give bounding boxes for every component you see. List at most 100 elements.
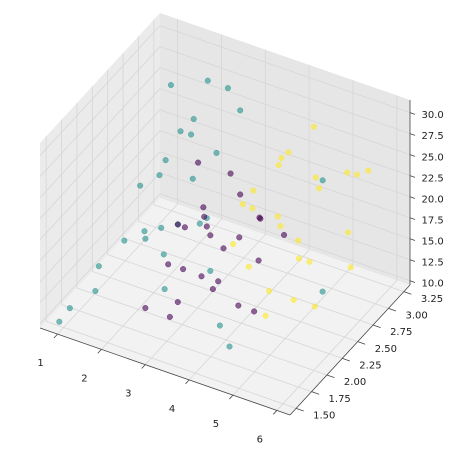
x-tick-label: 1 [37,358,43,369]
grid-line [276,280,398,411]
point [224,85,231,92]
y-tick-label: 1.75 [329,394,351,405]
grid-line [159,25,411,113]
tick-mark [372,324,381,328]
point [216,322,223,329]
grid-line [39,151,161,283]
grid-line [39,67,161,198]
tick-mark [53,333,58,339]
point [365,167,372,174]
tick-mark [229,394,234,400]
tick-mark [311,391,320,395]
x-tick-label: 5 [213,419,219,430]
z-tick-label: 15.0 [422,236,444,247]
point [162,157,169,164]
grid-line [39,130,161,261]
point [345,229,352,236]
point [95,263,102,270]
point [141,228,148,235]
point [181,224,188,231]
tick-mark [403,291,412,295]
point [137,182,144,189]
grid-line [39,25,161,156]
point [257,215,264,222]
point [215,278,222,285]
grid-line [188,249,310,381]
point [203,223,210,230]
point [237,107,244,114]
point [310,123,317,130]
z-tick-label: 22.5 [422,173,444,184]
pane-floor [40,198,410,415]
point [266,287,273,295]
tick-mark [357,341,366,345]
tick-mark [185,379,190,385]
tick-mark [388,307,397,312]
point [160,251,167,258]
point [255,257,262,264]
z-tick-label: 27.5 [422,131,444,142]
tick-mark [409,196,416,199]
point [278,154,285,162]
point [213,149,220,157]
grid-line [159,88,411,177]
point [207,232,214,239]
tick-mark [326,374,335,378]
tick-mark [409,259,416,262]
point [142,304,149,312]
tick-mark [272,410,278,415]
grid-line [39,109,161,240]
point [237,191,244,198]
point [277,223,284,230]
tick-mark [296,407,304,412]
point [311,303,318,310]
tick-mark [409,112,416,115]
grid-line [92,270,343,359]
point [167,82,174,89]
point [189,175,196,182]
point [201,213,208,220]
grid-line [138,220,389,309]
x-tick-label: 3 [125,389,131,400]
point [290,296,297,303]
y-tick-label: 2.75 [390,327,412,338]
point [204,77,211,84]
point [165,261,172,268]
x-tick-label: 6 [257,434,263,445]
point [207,267,214,274]
point [306,258,313,265]
point [220,245,227,252]
point [166,313,173,320]
point [319,288,326,295]
point [249,205,256,212]
point [262,312,269,319]
z-tick-label: 30.0 [422,110,444,121]
point [319,177,326,184]
point [344,169,351,176]
grid-line [159,109,411,198]
tick-mark [97,349,102,354]
grid-line [159,67,411,156]
point [230,241,237,248]
point [285,149,292,156]
grid-line [61,304,312,393]
point [235,302,242,309]
z-tick-label: 17.5 [422,215,444,226]
grid-line [232,264,354,396]
point [347,264,354,271]
grid-line [159,46,411,135]
tick-mark [409,238,416,241]
point [177,128,184,135]
grid-line [76,287,328,376]
point [226,343,233,350]
y-tick-label: 2.25 [359,361,381,372]
z-tick-label: 25.0 [422,152,444,163]
grid-line [39,46,161,177]
tick-mark [141,364,146,369]
point [158,224,165,231]
point [195,159,202,166]
point [196,220,203,227]
point [190,115,197,123]
tick-mark [342,357,350,362]
